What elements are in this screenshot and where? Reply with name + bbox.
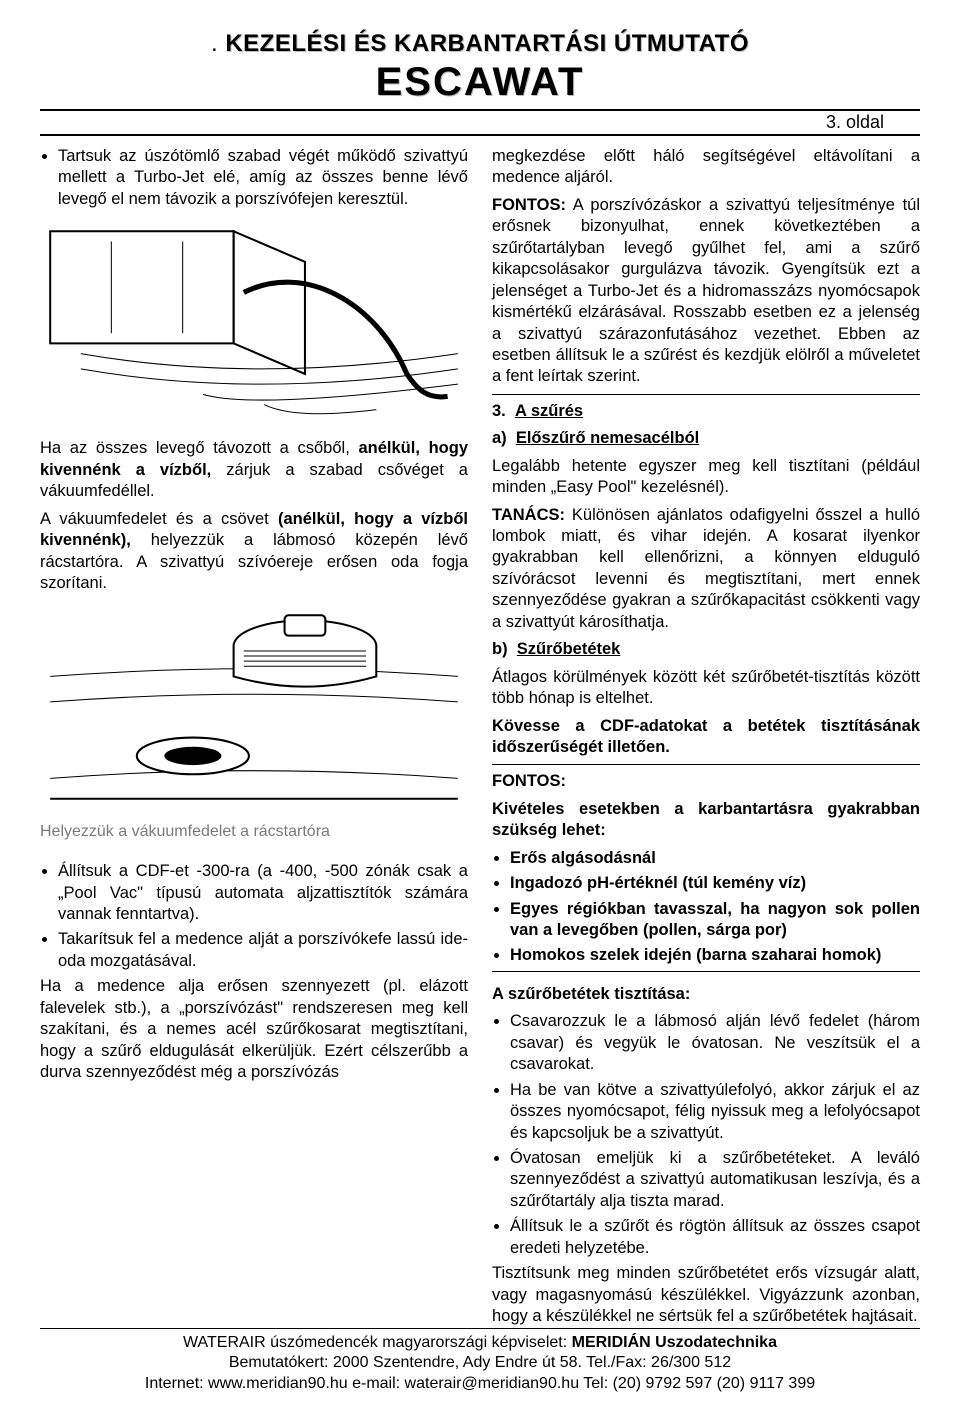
sub-b-label: b) [492,640,508,658]
clean-title: A szűrőbetétek tisztítása: [492,984,920,1005]
sub-a-label: a) [492,429,507,447]
left-p2: Ha az összes levegő távozott a csőből, a… [40,438,468,502]
footer-divider [40,1328,920,1329]
clean-step-2-text: Ha be van kötve a szivattyúlefolyó, akko… [510,1081,920,1142]
figure-1 [40,218,468,428]
clean-step-2: Ha be van kötve a szivattyúlefolyó, akko… [510,1080,920,1144]
clean-step-1: Csavarozzuk le a lábmosó alján lévő fede… [510,1011,920,1075]
right-p3: Legalább hetente egyszer meg kell tisztí… [492,456,920,499]
left-p4: Ha a medence alja erősen szennyezett (pl… [40,976,468,1083]
right-p4-text: Különösen ajánlatos odafigyelni ősszel a… [492,506,920,631]
cause-b-text: Ingadozó pH-értéknél (túl kemény víz) [510,874,806,892]
cause-d-text: Homokos szelek idején (barna szaharai ho… [510,946,881,964]
right-p8: Tisztítsunk meg minden szűrőbetétet erős… [492,1263,920,1327]
right-p2: FONTOS: A porszívózáskor a szivattyú tel… [492,195,920,388]
divider-3 [492,971,920,972]
section-3-title: A szűrés [515,402,583,420]
footer-l3a: Internet: www.meridian90.hu e-mail: wate… [145,1375,583,1392]
right-p4-label: TANÁCS: [492,506,565,524]
cause-item-b: Ingadozó pH-értéknél (túl kemény víz) [510,873,920,894]
footer-line-2: Bemutatókert: 2000 Szentendre, Ady Endre… [40,1353,920,1374]
right-p7: Kivételes esetekben a karbantartásra gya… [492,799,920,842]
right-p5: Átlagos körülmények között két szűrőbeté… [492,667,920,710]
footer-line-1: WATERAIR úszómedencék magyarországi képv… [40,1333,920,1354]
right-p2-label: FONTOS: [492,196,566,214]
section-3-heading: 3. A szűrés [492,401,920,422]
clean-step-4-text: Állítsuk le a szűrőt és rögtön állítsuk … [510,1217,920,1256]
cause-item-c: Egyes régiókban tavasszal, ha nagyon sok… [510,899,920,942]
figure-2 [40,602,468,812]
divider-1 [492,394,920,395]
title-dot: . [211,30,218,57]
sub-b-title: Szűrőbetétek [517,640,621,658]
right-p1: megkezdése előtt háló segítségével eltáv… [492,146,920,189]
subsection-b-heading: b) Szűrőbetétek [492,639,920,660]
hose-illustration [40,218,468,428]
title-row: . KEZELÉSI ÉS KARBANTARTÁSI ÚTMUTATÓ [40,30,920,58]
section-3-num: 3. [492,402,506,420]
left-p2-a: Ha az összes levegő távozott a csőből, [40,439,358,457]
left-intro-item: Tartsuk az úszótömlő szabad végét működő… [58,146,468,210]
cause-item-a: Erős algásodásnál [510,848,920,869]
footer-l3b: Tel: (20) 9792 597 (20) 9117 399 [583,1375,815,1392]
left-p3: A vákuumfedelet és a csövet (anélkül, ho… [40,509,468,595]
left-column: Tartsuk az úszótömlő szabad végét működő… [40,146,468,1333]
left-li-2-text: Takarítsuk fel a medence alját a porszív… [58,930,468,969]
left-li-2: Takarítsuk fel a medence alját a porszív… [58,929,468,972]
clean-step-3: Óvatosan emeljük ki a szűrőbetéteket. A … [510,1148,920,1212]
title-divider: 3. oldal [40,109,920,136]
footer-line-3: Internet: www.meridian90.hu e-mail: wate… [40,1374,920,1395]
document-page: . KEZELÉSI ÉS KARBANTARTÁSI ÚTMUTATÓ ESC… [0,0,960,1417]
page-title: KEZELÉSI ÉS KARBANTARTÁSI ÚTMUTATÓ [225,30,749,57]
left-li-1-text: Állítsuk a CDF-et -300-ra (a -400, -500 … [58,862,468,923]
content-columns: Tartsuk az úszótömlő szabad végét működő… [40,146,920,1333]
footer-l1a: WATERAIR úszómedencék magyarországi képv… [183,1334,572,1351]
cause-item-d: Homokos szelek idején (barna szaharai ho… [510,945,920,966]
left-p3-a: A vákuumfedelet és a csövet [40,510,278,528]
clean-step-3-text: Óvatosan emeljük ki a szűrőbetéteket. A … [510,1149,920,1210]
page-footer: WATERAIR úszómedencék magyarországi képv… [40,1328,920,1395]
left-intro-text: Tartsuk az úszótömlő szabad végét működő… [58,147,468,208]
divider-2 [492,764,920,765]
right-column: megkezdése előtt háló segítségével eltáv… [492,146,920,1333]
figure-2-caption: Helyezzük a vákuumfedelet a rácstartóra [40,822,468,843]
page-number-label: 3. oldal [826,112,884,132]
cause-a-text: Erős algásodásnál [510,849,656,867]
right-p2-text: A porszívózáskor a szivattyú teljesítmén… [492,196,920,386]
footer-l1b: MERIDIÁN Uszodatechnika [572,1334,777,1351]
vacuum-cover-illustration [40,602,468,812]
clean-step-4: Állítsuk le a szűrőt és rögtön állítsuk … [510,1216,920,1259]
cause-c-text: Egyes régiókban tavasszal, ha nagyon sok… [510,900,920,939]
sub-a-title: Előszűrő nemesacélból [516,429,699,447]
subsection-a-heading: a) Előszűrő nemesacélból [492,428,920,449]
right-p4: TANÁCS: Különösen ajánlatos odafigyelni … [492,505,920,634]
left-li-1: Állítsuk a CDF-et -300-ra (a -400, -500 … [58,861,468,925]
clean-step-1-text: Csavarozzuk le a lábmosó alján lévő fede… [510,1012,920,1073]
product-name: ESCAWAT [40,60,920,105]
right-fontos: FONTOS: [492,771,920,792]
right-p6: Kövesse a CDF-adatokat a betétek tisztít… [492,716,920,759]
